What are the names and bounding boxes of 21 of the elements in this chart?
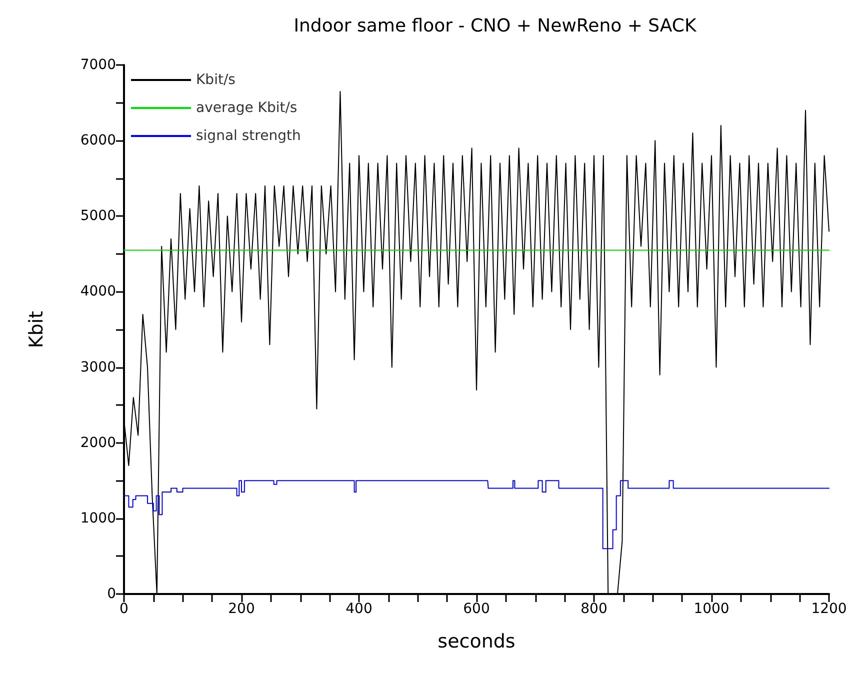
x-tick-label: 1200	[811, 601, 847, 617]
x-tick-label: 400	[346, 601, 372, 617]
y-tick-label: 3000	[80, 359, 116, 376]
y-tick-label: 1000	[80, 510, 116, 526]
y-tick-label: 5000	[80, 208, 116, 224]
y-tick-label: 4000	[80, 284, 116, 300]
x-tick-label: 1000	[694, 601, 730, 617]
x-axis-title: seconds	[438, 630, 516, 652]
chart-title: Indoor same floor - CNO + NewReno + SACK	[294, 16, 698, 36]
x-tick-label: 0	[120, 601, 128, 617]
y-tick-label: 6000	[80, 132, 116, 149]
x-tick-label: 800	[580, 601, 608, 617]
legend-label: average Kbit/s	[196, 100, 298, 116]
y-tick-label: 7000	[80, 57, 116, 73]
y-axis-title: Kbit	[26, 310, 48, 348]
x-tick-label: 600	[463, 601, 490, 617]
y-tick-label: 0	[107, 586, 116, 602]
legend-label: signal strength	[196, 128, 301, 144]
legend-label: Kbit/s	[196, 72, 236, 88]
y-tick-label: 2000	[80, 434, 116, 451]
x-tick-label: 200	[228, 601, 255, 617]
